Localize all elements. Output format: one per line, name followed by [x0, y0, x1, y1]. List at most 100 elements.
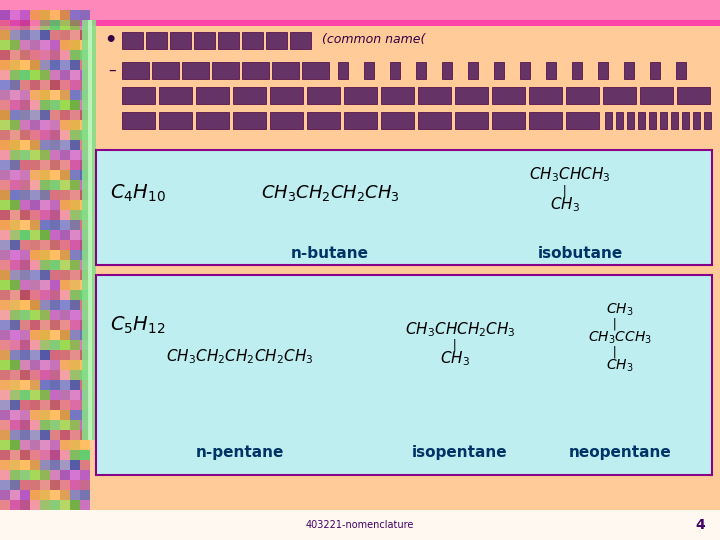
- FancyBboxPatch shape: [50, 10, 60, 20]
- FancyBboxPatch shape: [60, 210, 70, 220]
- FancyBboxPatch shape: [60, 40, 70, 50]
- FancyBboxPatch shape: [0, 240, 10, 250]
- FancyBboxPatch shape: [96, 150, 712, 265]
- FancyBboxPatch shape: [381, 87, 414, 104]
- FancyBboxPatch shape: [0, 500, 10, 510]
- FancyBboxPatch shape: [70, 310, 80, 320]
- FancyBboxPatch shape: [10, 60, 20, 70]
- FancyBboxPatch shape: [40, 490, 50, 500]
- FancyBboxPatch shape: [40, 440, 50, 450]
- FancyBboxPatch shape: [80, 490, 90, 500]
- FancyBboxPatch shape: [80, 310, 90, 320]
- FancyBboxPatch shape: [20, 380, 30, 390]
- FancyBboxPatch shape: [70, 180, 80, 190]
- FancyBboxPatch shape: [0, 460, 10, 470]
- FancyBboxPatch shape: [70, 40, 80, 50]
- FancyBboxPatch shape: [10, 360, 20, 370]
- FancyBboxPatch shape: [660, 112, 667, 129]
- FancyBboxPatch shape: [70, 70, 80, 80]
- FancyBboxPatch shape: [418, 112, 451, 129]
- FancyBboxPatch shape: [60, 400, 70, 410]
- FancyBboxPatch shape: [0, 150, 10, 160]
- FancyBboxPatch shape: [80, 350, 90, 360]
- FancyBboxPatch shape: [50, 340, 60, 350]
- FancyBboxPatch shape: [0, 450, 10, 460]
- FancyBboxPatch shape: [40, 50, 50, 60]
- FancyBboxPatch shape: [40, 300, 50, 310]
- FancyBboxPatch shape: [96, 275, 712, 475]
- FancyBboxPatch shape: [70, 170, 80, 180]
- FancyBboxPatch shape: [307, 87, 340, 104]
- FancyBboxPatch shape: [50, 80, 60, 90]
- FancyBboxPatch shape: [70, 380, 80, 390]
- FancyBboxPatch shape: [60, 20, 70, 30]
- FancyBboxPatch shape: [242, 62, 269, 79]
- FancyBboxPatch shape: [30, 370, 40, 380]
- FancyBboxPatch shape: [30, 480, 40, 490]
- FancyBboxPatch shape: [40, 20, 50, 30]
- FancyBboxPatch shape: [70, 240, 80, 250]
- FancyBboxPatch shape: [0, 60, 10, 70]
- FancyBboxPatch shape: [40, 220, 50, 230]
- FancyBboxPatch shape: [60, 430, 70, 440]
- FancyBboxPatch shape: [10, 110, 20, 120]
- FancyBboxPatch shape: [70, 410, 80, 420]
- FancyBboxPatch shape: [20, 320, 30, 330]
- Text: |: |: [611, 318, 618, 330]
- FancyBboxPatch shape: [20, 130, 30, 140]
- FancyBboxPatch shape: [20, 490, 30, 500]
- FancyBboxPatch shape: [50, 160, 60, 170]
- FancyBboxPatch shape: [20, 250, 30, 260]
- FancyBboxPatch shape: [80, 500, 90, 510]
- FancyBboxPatch shape: [10, 20, 20, 30]
- FancyBboxPatch shape: [10, 260, 20, 270]
- FancyBboxPatch shape: [30, 80, 40, 90]
- FancyBboxPatch shape: [60, 480, 70, 490]
- FancyBboxPatch shape: [30, 470, 40, 480]
- FancyBboxPatch shape: [0, 0, 720, 20]
- FancyBboxPatch shape: [20, 400, 30, 410]
- FancyBboxPatch shape: [50, 20, 60, 30]
- FancyBboxPatch shape: [70, 370, 80, 380]
- FancyBboxPatch shape: [60, 100, 70, 110]
- FancyBboxPatch shape: [0, 390, 10, 400]
- Text: $CH_3$: $CH_3$: [606, 358, 634, 374]
- FancyBboxPatch shape: [170, 32, 191, 49]
- FancyBboxPatch shape: [50, 30, 60, 40]
- FancyBboxPatch shape: [10, 370, 20, 380]
- FancyBboxPatch shape: [212, 62, 239, 79]
- FancyBboxPatch shape: [70, 440, 80, 450]
- FancyBboxPatch shape: [30, 430, 40, 440]
- FancyBboxPatch shape: [60, 440, 70, 450]
- FancyBboxPatch shape: [40, 120, 50, 130]
- FancyBboxPatch shape: [40, 350, 50, 360]
- FancyBboxPatch shape: [40, 200, 50, 210]
- FancyBboxPatch shape: [82, 20, 96, 440]
- FancyBboxPatch shape: [70, 50, 80, 60]
- Text: isobutane: isobutane: [537, 246, 623, 260]
- FancyBboxPatch shape: [0, 130, 10, 140]
- FancyBboxPatch shape: [70, 350, 80, 360]
- FancyBboxPatch shape: [146, 32, 167, 49]
- FancyBboxPatch shape: [546, 62, 556, 79]
- FancyBboxPatch shape: [30, 30, 40, 40]
- FancyBboxPatch shape: [242, 32, 263, 49]
- Text: |: |: [451, 339, 459, 352]
- FancyBboxPatch shape: [0, 20, 720, 26]
- FancyBboxPatch shape: [0, 100, 10, 110]
- FancyBboxPatch shape: [30, 220, 40, 230]
- FancyBboxPatch shape: [30, 150, 40, 160]
- FancyBboxPatch shape: [30, 90, 40, 100]
- FancyBboxPatch shape: [60, 320, 70, 330]
- FancyBboxPatch shape: [80, 220, 90, 230]
- FancyBboxPatch shape: [0, 430, 10, 440]
- Text: 4: 4: [695, 518, 705, 532]
- FancyBboxPatch shape: [80, 170, 90, 180]
- FancyBboxPatch shape: [677, 87, 710, 104]
- FancyBboxPatch shape: [20, 300, 30, 310]
- FancyBboxPatch shape: [0, 70, 10, 80]
- FancyBboxPatch shape: [20, 470, 30, 480]
- FancyBboxPatch shape: [70, 500, 80, 510]
- FancyBboxPatch shape: [80, 30, 90, 40]
- FancyBboxPatch shape: [693, 112, 700, 129]
